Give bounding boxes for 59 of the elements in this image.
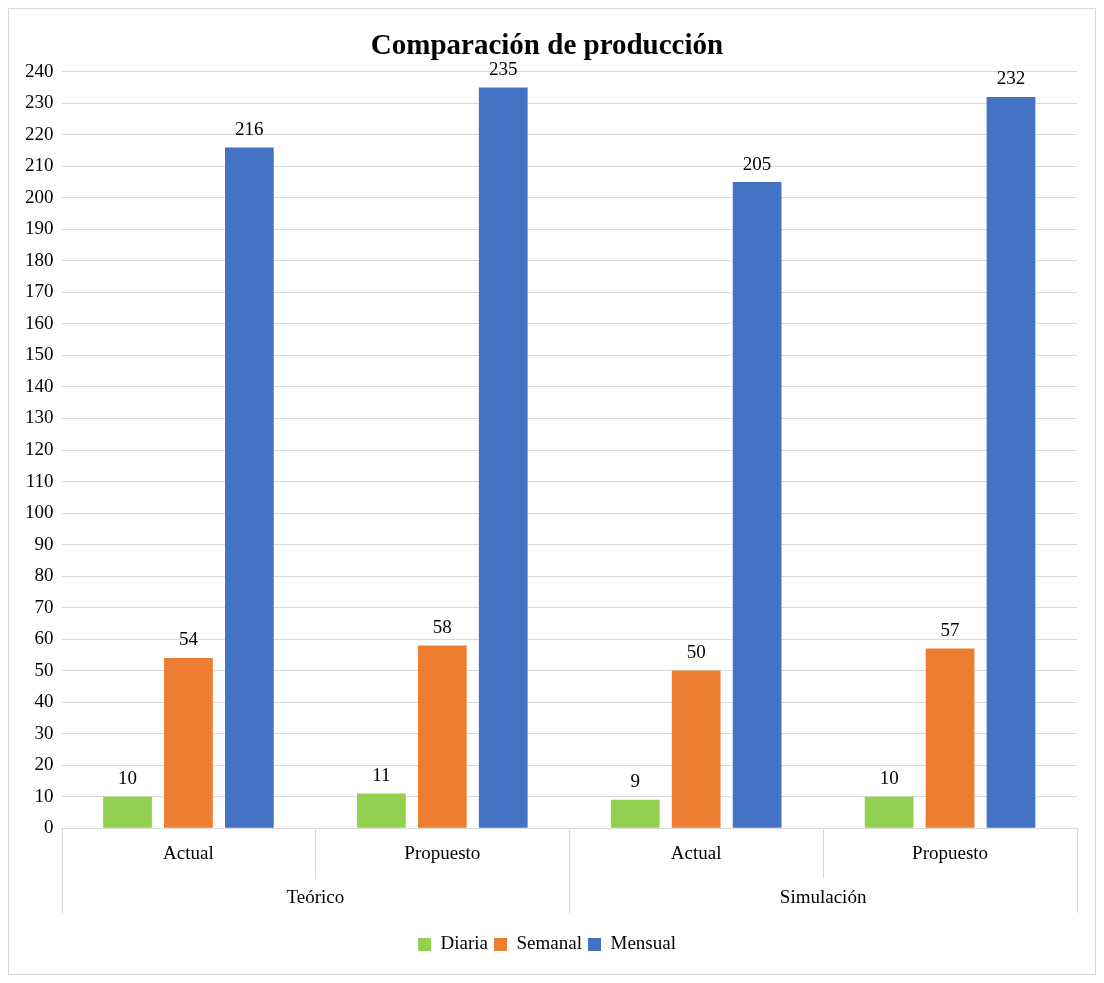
x-tick-label: Actual <box>163 841 214 863</box>
bar <box>671 670 721 828</box>
y-tick-label: 160 <box>25 311 54 333</box>
bar <box>986 97 1036 828</box>
bar <box>225 147 274 828</box>
bar <box>103 796 152 828</box>
y-tick-label: 10 <box>34 784 54 806</box>
y-tick-label: 100 <box>25 501 54 523</box>
bar <box>417 645 467 828</box>
y-tick-label: 0 <box>44 816 54 838</box>
data-label: 232 <box>996 67 1026 89</box>
bar <box>610 799 660 828</box>
y-tick-label: 60 <box>34 627 54 649</box>
data-label: 216 <box>235 117 264 139</box>
y-tick-label: 40 <box>34 690 54 712</box>
data-label: 58 <box>432 615 452 637</box>
bar <box>925 648 975 828</box>
legend-label: Mensual <box>610 932 676 954</box>
y-tick-label: 170 <box>25 280 54 302</box>
y-tick-label: 30 <box>34 721 54 743</box>
data-label: 10 <box>118 767 138 789</box>
bar <box>164 658 213 828</box>
y-tick-label: 190 <box>25 217 54 239</box>
data-label: 54 <box>178 628 199 650</box>
data-label: 235 <box>488 58 518 80</box>
bar <box>478 87 528 828</box>
x-tick-label: Propuesto <box>404 841 481 863</box>
y-tick-label: 130 <box>25 406 54 428</box>
text: Teórico <box>286 886 345 908</box>
data-label: 57 <box>940 619 960 641</box>
y-tick-label: 200 <box>25 185 54 207</box>
y-tick-label: 150 <box>25 343 54 365</box>
y-tick-label: 210 <box>25 154 54 176</box>
text: Simulación <box>779 886 867 908</box>
bar <box>357 793 406 828</box>
y-tick-label: 110 <box>25 469 54 491</box>
y-tick-label: 220 <box>25 122 54 144</box>
y-tick-label: 120 <box>25 437 54 459</box>
chart-title: Comparación de producción <box>370 27 724 60</box>
legend-label: Diaria <box>440 932 489 954</box>
y-tick-label: 70 <box>34 595 54 617</box>
y-tick-label: 140 <box>25 374 54 396</box>
x-tick-label: Actual <box>670 841 722 863</box>
data-label: 9 <box>630 770 641 792</box>
data-label: 205 <box>742 152 772 174</box>
y-tick-label: 90 <box>34 532 54 554</box>
data-label: 10 <box>879 767 899 789</box>
data-label: 50 <box>686 641 706 663</box>
y-tick-label: 180 <box>25 248 54 270</box>
y-tick-label: 230 <box>25 91 54 113</box>
bar <box>864 796 914 828</box>
y-tick-label: 20 <box>34 753 54 775</box>
bar <box>732 182 782 828</box>
data-label: 11 <box>372 764 391 786</box>
y-tick-label: 80 <box>34 564 54 586</box>
y-tick-label: 50 <box>34 658 54 680</box>
y-tick-label: 240 <box>25 59 54 81</box>
legend-label: Semanal <box>516 932 582 954</box>
x-tick-label: Propuesto <box>912 841 989 863</box>
